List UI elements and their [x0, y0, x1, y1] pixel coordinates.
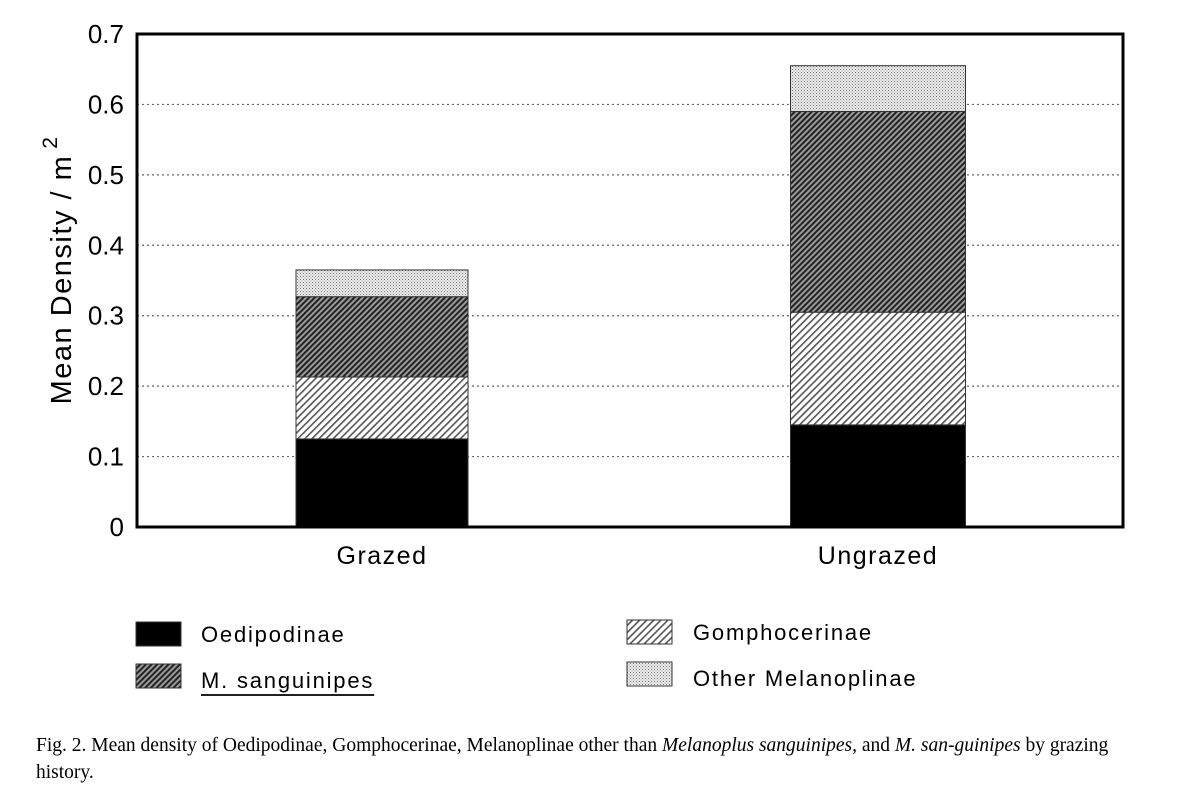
legend-swatch: [135, 621, 182, 647]
plot-frame: [135, 32, 1125, 529]
legend-swatch: [135, 663, 182, 689]
legend-label: Other Melanoplinae: [693, 666, 917, 691]
y-tick-label: 0: [110, 512, 124, 542]
legend-item-m-sanguinipes: M. sanguinipes: [135, 663, 375, 696]
legend: Oedipodinae Gomphocerinae M. sanguinipes Ot…: [135, 619, 917, 696]
bar-grazed-gomphocerinae: [295, 376, 469, 440]
stacked-bar-chart: 0 0.1 0.2 0.3 0.4 0.5 0.6 0.7 Grazed Ungrazed Me…: [39, 19, 1125, 696]
y-tick-label: 0.1: [88, 442, 124, 472]
bars: [295, 65, 966, 528]
y-axis-label: Mean Density / m2: [39, 136, 78, 405]
legend-label: Gomphocerinae: [693, 620, 873, 645]
bar-grazed-m-sanguinipes: [295, 296, 469, 378]
bar-ungrazed-oedipodinae: [790, 424, 966, 528]
gridlines: [137, 103, 1123, 458]
legend-label: Oedipodinae: [201, 622, 346, 647]
legend-item-other-melanoplinae: Other Melanoplinae: [626, 661, 917, 691]
y-tick-label: 0.5: [88, 160, 124, 190]
y-tick-labels: 0 0.1 0.2 0.3 0.4 0.5 0.6 0.7: [88, 19, 124, 542]
bar-grazed-other-melanoplinae: [295, 269, 469, 298]
x-category-labels: Grazed Ungrazed: [337, 542, 938, 570]
bar-ungrazed-gomphocerinae: [790, 311, 966, 426]
legend-label: M. sanguinipes: [201, 668, 374, 693]
bar-ungrazed-other-melanoplinae: [790, 65, 966, 112]
y-tick-label: 0.4: [88, 230, 124, 260]
y-tick-label: 0.3: [88, 301, 124, 331]
legend-swatch: [626, 661, 673, 687]
bar-ungrazed-m-sanguinipes: [790, 110, 966, 313]
x-category-label: Grazed: [337, 542, 428, 570]
legend-item-oedipodinae: Oedipodinae: [135, 621, 346, 647]
legend-swatch: [626, 619, 673, 645]
legend-item-gomphocerinae: Gomphocerinae: [626, 619, 873, 645]
figure-caption: Fig. 2. Mean density of Oedipodinae, Gom…: [36, 735, 1109, 783]
x-category-label: Ungrazed: [818, 542, 938, 570]
bar-grazed-oedipodinae: [295, 438, 469, 528]
y-tick-label: 0.6: [88, 89, 124, 119]
y-tick-label: 0.7: [88, 19, 124, 49]
y-tick-label: 0.2: [88, 371, 124, 401]
